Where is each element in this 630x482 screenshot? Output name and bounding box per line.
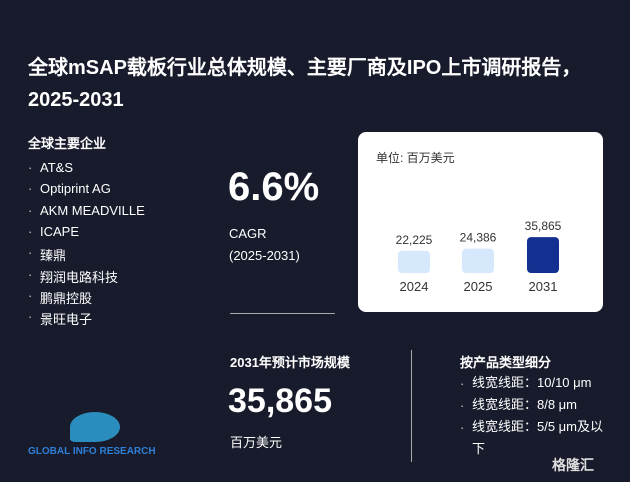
segments-heading: 按产品类型细分: [460, 355, 552, 370]
logo-text: GLOBAL INFO RESEARCH: [28, 446, 156, 457]
bullet: ·: [28, 266, 33, 282]
company: ICAPE: [40, 223, 80, 239]
bullet: ·: [28, 287, 33, 303]
value-label: 35,865: [525, 219, 562, 233]
segment: 线宽线距：5/5 μm及以下: [472, 419, 604, 456]
bullet: ·: [28, 181, 33, 197]
bullet: ·: [28, 202, 33, 218]
chart: 单位: 百万美元 22,225 2024 24,386 2025 35,865 2031: [376, 150, 562, 294]
bullet: ·: [28, 160, 33, 175]
bar: [462, 248, 494, 273]
bullet: ·: [28, 223, 33, 239]
company: 翔润电路科技: [40, 269, 119, 285]
bullet: ·: [460, 398, 465, 413]
chart-card: 单位: 百万美元 22,225 2024 24,386 2025 35,865 2031: [358, 132, 603, 312]
watermark: 格隆汇: [552, 457, 594, 473]
bullet: ·: [28, 245, 33, 261]
x-tick-label: 2025: [464, 279, 493, 294]
bullet: ·: [28, 309, 33, 325]
companies-heading: 全球主要企业: [28, 136, 107, 151]
cagr-period: (2025-2031): [229, 248, 300, 263]
segment: 线宽线距：10/10 μm: [472, 375, 592, 390]
divider: [230, 313, 335, 314]
company: AKM MEADVILLE: [40, 202, 145, 218]
title: 全球mSAP载板行业总体规模、主要厂商及IPO上市调研报告，2025-2031: [28, 57, 582, 111]
value-label: 22,225: [396, 233, 433, 247]
x-tick-label: 2031: [529, 279, 558, 294]
company: Optiprint AG: [40, 181, 111, 197]
divider: [411, 350, 412, 462]
cagr-value: 6.6%: [228, 165, 320, 209]
market-value: 35,865: [228, 382, 332, 420]
value-label: 24,386: [460, 231, 497, 245]
company: 鹏鼎控股: [40, 290, 93, 306]
cagr-label: CAGR: [229, 226, 267, 241]
bullet: ·: [460, 420, 465, 435]
bar: [398, 250, 430, 273]
chart-subtitle: 单位: 百万美元: [376, 150, 455, 165]
market-unit: 百万美元: [230, 435, 283, 450]
bar: [527, 237, 559, 273]
company: 臻鼎: [40, 248, 67, 264]
logo-icon: [70, 412, 120, 442]
company: AT&S: [40, 160, 73, 175]
company: 景旺电子: [40, 312, 93, 328]
market-heading: 2031年预计市场规模: [230, 355, 350, 370]
bullet: ·: [460, 376, 465, 391]
x-tick-label: 2024: [400, 279, 429, 294]
segment: 线宽线距：8/8 μm: [472, 397, 578, 412]
